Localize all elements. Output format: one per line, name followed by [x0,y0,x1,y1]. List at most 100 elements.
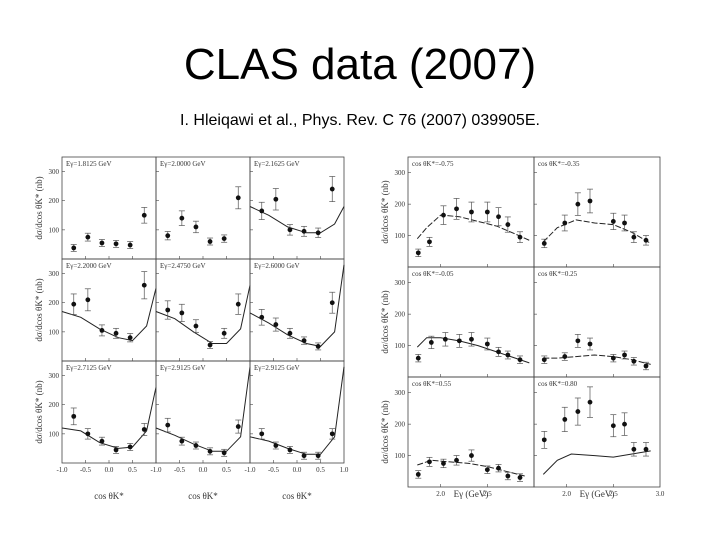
data-point [301,453,307,459]
x-tick-label: 2.5 [609,490,618,498]
data-point [235,301,241,307]
y-tick-label: 100 [395,452,406,460]
data-point [505,222,511,227]
data-point [456,338,462,344]
data-point [301,338,307,343]
x-axis-label: Eγ (GeV) [580,489,615,499]
data-point [287,447,293,453]
data-point [505,352,511,358]
panel-label: Eγ=2.0000 GeV [160,160,206,168]
model-curve [249,264,345,347]
model-curve [61,287,157,342]
data-point [207,342,213,348]
data-point [165,233,171,239]
data-point [193,323,199,329]
y-tick-label: 300 [49,168,60,176]
data-point [541,241,547,246]
data-point [329,300,335,306]
data-point [428,340,434,345]
x-tick-label: 0.0 [293,466,302,474]
data-point [221,450,227,456]
data-point [99,240,105,246]
data-point [469,336,474,342]
model-curve [155,285,251,344]
y-tick-label: 100 [395,232,406,240]
data-point [541,437,547,443]
panel-label: cos θK*=-0.05 [412,270,454,278]
data-point [329,186,335,192]
data-point [179,215,185,221]
data-point [71,245,77,251]
data-point [71,301,77,307]
panel-label: Eγ=2.7125 GeV [66,364,112,372]
y-tick-label: 100 [395,342,406,350]
panel-label: Eγ=2.6000 GeV [254,262,300,270]
data-point [469,209,474,215]
x-tick-label: 0.5 [222,466,231,474]
model-curve [249,366,345,455]
data-point [441,212,446,218]
data-point [415,472,421,477]
panel-label: cos θK*=0.80 [538,380,578,388]
x-tick-label: 3.0 [656,490,665,498]
model-curve [542,219,651,244]
y-tick-label: 200 [395,201,406,209]
model-curve [61,387,157,449]
data-point [165,307,171,313]
data-point [517,357,523,363]
data-point [562,417,568,422]
data-point [179,310,185,316]
x-tick-label: 0.0 [105,466,114,474]
data-point [141,282,147,288]
data-point [113,447,119,453]
data-point [441,461,446,466]
x-axis-label: Eγ (GeV) [454,489,489,499]
data-point [85,234,91,240]
data-point [517,475,523,480]
x-tick-label: 1.0 [340,466,349,474]
data-point [562,354,568,359]
data-point [484,341,490,347]
data-point [454,206,459,212]
y-axis-label: dσ/dcos θK* (nb) [34,176,44,239]
slide-subtitle: I. Hleiqawi et al., Phys. Rev. C 76 (200… [180,112,540,129]
panel-label: Eγ=2.2000 GeV [66,262,112,270]
data-point [315,230,321,236]
data-point [85,297,91,303]
data-point [643,363,649,369]
panel-label: cos θK*=0.25 [538,270,578,278]
data-point [315,344,321,349]
data-point [287,330,293,336]
panel-frame [249,258,345,362]
model-curve [416,337,530,364]
data-point [610,423,616,429]
x-tick-label: 2.5 [483,490,492,498]
data-point [587,198,593,204]
data-point [113,330,119,336]
left-figure-group: Eγ=1.8125 GeV 100 200 300 Eγ=2.0000 GeV Eγ=2.… [34,156,349,501]
data-point [610,219,616,224]
panel-label: cos θK*=-0.75 [412,160,454,168]
y-tick-label: 300 [395,389,406,397]
panel-frame [533,376,661,488]
right-figure-group: cos θK*=-0.75 100 200 300 cos θK*=-0.35 cos θ… [380,156,665,499]
y-tick-label: 300 [49,372,60,380]
data-point [71,413,77,419]
data-point [207,239,213,244]
data-point [622,352,627,358]
model-curve [543,354,651,365]
data-point [631,358,637,364]
data-point [517,234,523,240]
data-point [643,237,649,243]
y-tick-label: 300 [49,270,60,278]
panel-label: Eγ=2.1625 GeV [254,160,300,168]
y-tick-label: 200 [395,421,406,429]
data-point [259,208,265,214]
data-point [179,438,185,444]
data-point [631,234,637,240]
data-point [141,427,147,432]
model-curve [542,450,651,475]
y-tick-label: 100 [49,328,60,336]
panel-frame [533,156,661,268]
data-point [99,328,105,333]
